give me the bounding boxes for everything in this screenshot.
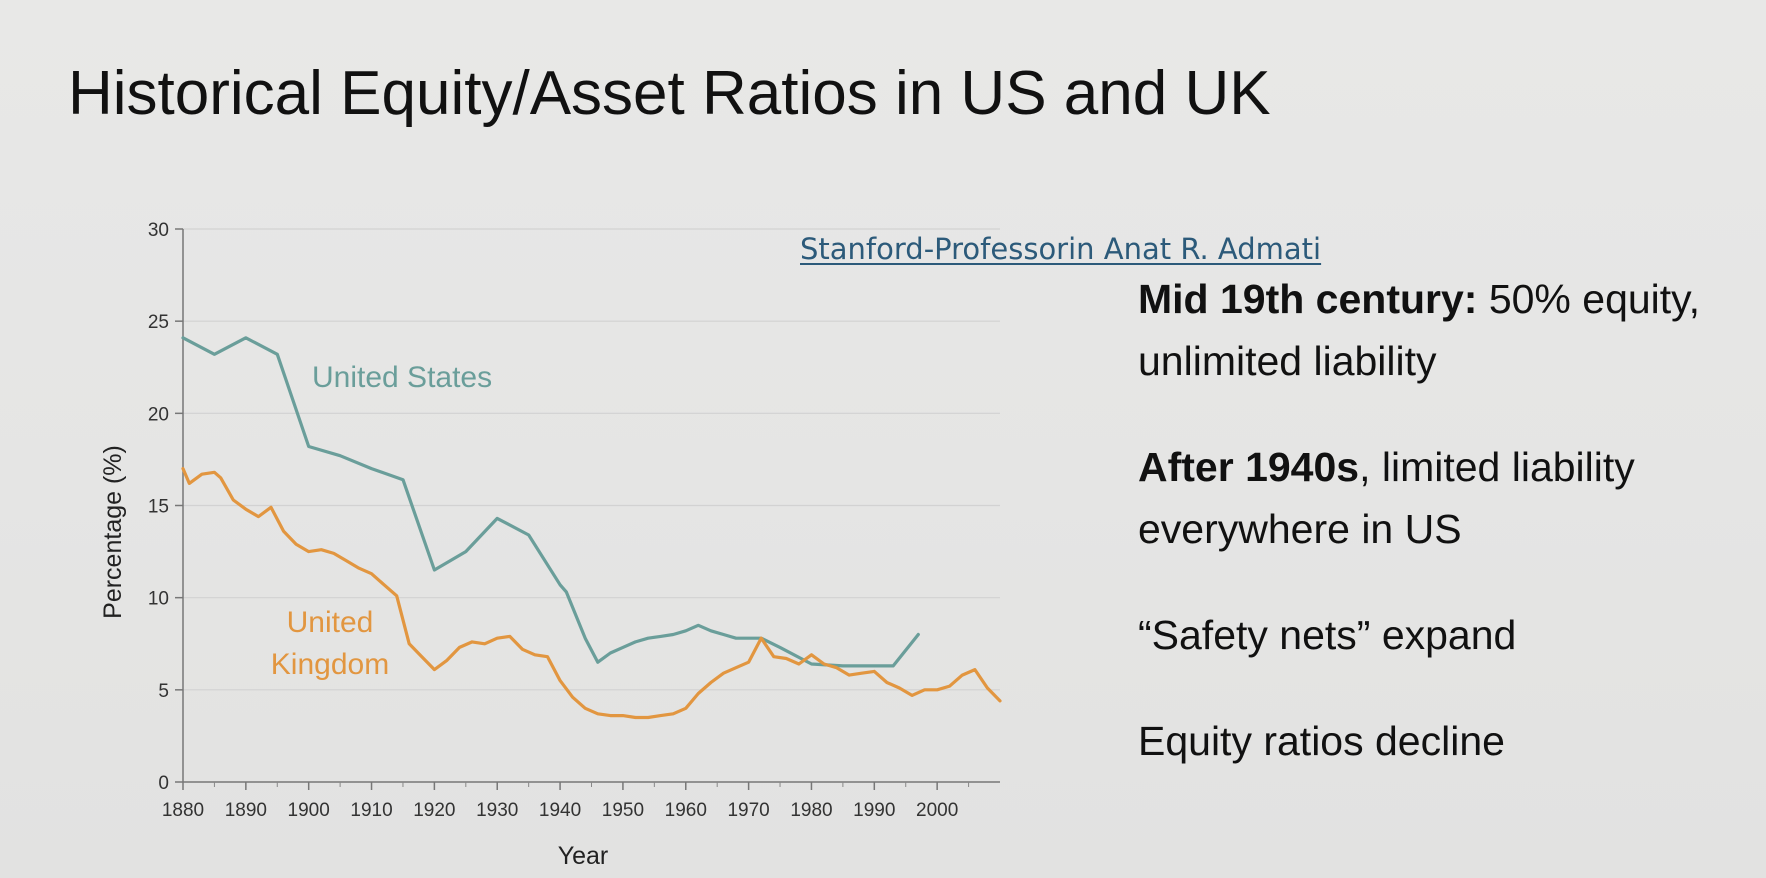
bullet-list: Mid 19th century: 50% equity, unlimited …: [1138, 268, 1738, 816]
bullet-item: Mid 19th century: 50% equity, unlimited …: [1138, 268, 1738, 392]
credit-link[interactable]: Stanford-Professorin Anat R. Admati: [800, 232, 1322, 266]
bullet-text: “Safety nets” expand: [1138, 612, 1517, 658]
x-tick-label: 1890: [225, 800, 267, 821]
series-line: [181, 336, 920, 668]
series-label: United: [287, 606, 374, 639]
bullet-text: 50% equity, unlimited liability: [1138, 276, 1701, 384]
slide-title: Historical Equity/Asset Ratios in US and…: [68, 59, 1271, 128]
x-tick-label: 1940: [539, 800, 581, 821]
x-tick-label: 1910: [350, 800, 392, 821]
bullet-item: After 1940s, limited liability everywher…: [1138, 436, 1738, 560]
x-tick-label: 1900: [288, 800, 330, 821]
x-tick-label: 1920: [413, 800, 455, 821]
x-tick-label: 1960: [665, 800, 707, 821]
series-label: Kingdom: [271, 648, 389, 681]
x-tick-label: 2000: [916, 800, 958, 821]
bullet-bold: Mid 19th century:: [1138, 276, 1478, 322]
y-tick-label: 20: [148, 404, 169, 425]
bullet-item: “Safety nets” expand: [1138, 604, 1738, 666]
y-tick-label: 30: [148, 220, 169, 241]
x-tick-label: 1880: [162, 800, 204, 821]
y-tick-label: 15: [148, 497, 169, 518]
y-tick-label: 0: [158, 773, 169, 794]
x-tick-label: 1970: [727, 800, 769, 821]
y-tick-label: 10: [148, 589, 169, 610]
y-tick-label: 25: [148, 312, 169, 333]
series-label: United States: [312, 361, 492, 394]
x-tick-label: 1980: [790, 800, 832, 821]
chart-gridlines: [183, 228, 1000, 691]
bullet-bold: After 1940s: [1138, 444, 1360, 490]
chart-series-labels: United States United Kingdom: [271, 361, 492, 681]
chart-axes: 0 5 10 15 20 25 30 1880 1890 1900 1910 1920 1930 1940…: [148, 220, 1000, 821]
chart-series: [181, 336, 1002, 720]
y-axis-label: Percentage (%): [99, 445, 127, 619]
x-tick-label: 1930: [476, 800, 518, 821]
y-tick-label: 5: [158, 681, 169, 702]
x-tick-label: 1950: [602, 800, 644, 821]
bullet-text: , limited liability everywhere in US: [1138, 444, 1635, 552]
x-tick-label: 1990: [853, 800, 895, 821]
x-axis-label: Year: [558, 842, 609, 870]
bullet-text: Equity ratios decline: [1138, 718, 1505, 764]
series-line: [181, 467, 1002, 720]
bullet-item: Equity ratios decline: [1138, 710, 1738, 772]
